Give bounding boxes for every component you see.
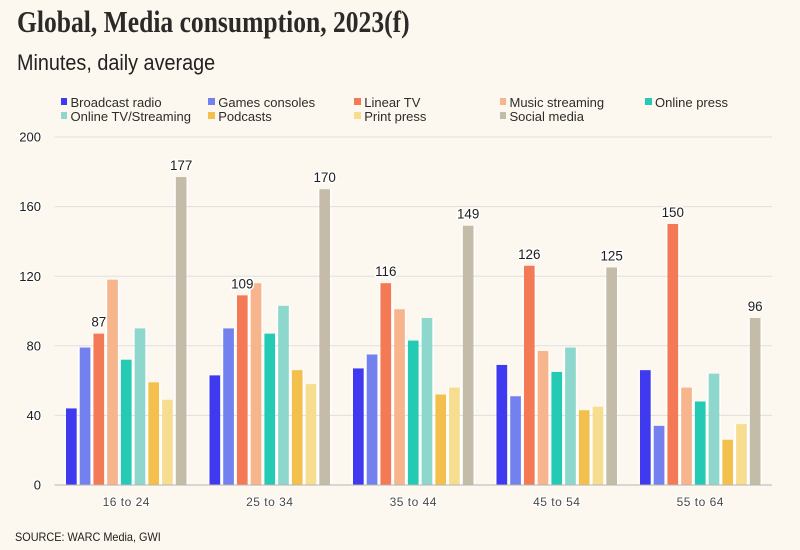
svg-text:120: 120 [19, 269, 41, 284]
svg-text:55 to 64: 55 to 64 [677, 495, 724, 509]
svg-text:0: 0 [34, 478, 41, 493]
svg-text:40: 40 [27, 408, 41, 423]
svg-text:80: 80 [27, 338, 41, 353]
svg-text:116: 116 [375, 264, 396, 279]
svg-text:150: 150 [662, 205, 684, 220]
svg-text:126: 126 [518, 247, 540, 262]
svg-text:170: 170 [313, 170, 335, 185]
svg-text:25 to 34: 25 to 34 [246, 495, 293, 509]
svg-text:87: 87 [91, 315, 106, 330]
svg-text:96: 96 [748, 299, 763, 314]
svg-text:149: 149 [457, 207, 479, 222]
svg-text:35 to 44: 35 to 44 [390, 495, 437, 509]
svg-text:45 to 54: 45 to 54 [533, 495, 580, 509]
svg-text:16 to 24: 16 to 24 [103, 495, 150, 509]
svg-text:177: 177 [170, 158, 192, 173]
svg-text:109: 109 [231, 276, 253, 291]
svg-text:160: 160 [19, 199, 41, 214]
svg-text:200: 200 [19, 130, 41, 145]
svg-text:125: 125 [600, 249, 622, 264]
